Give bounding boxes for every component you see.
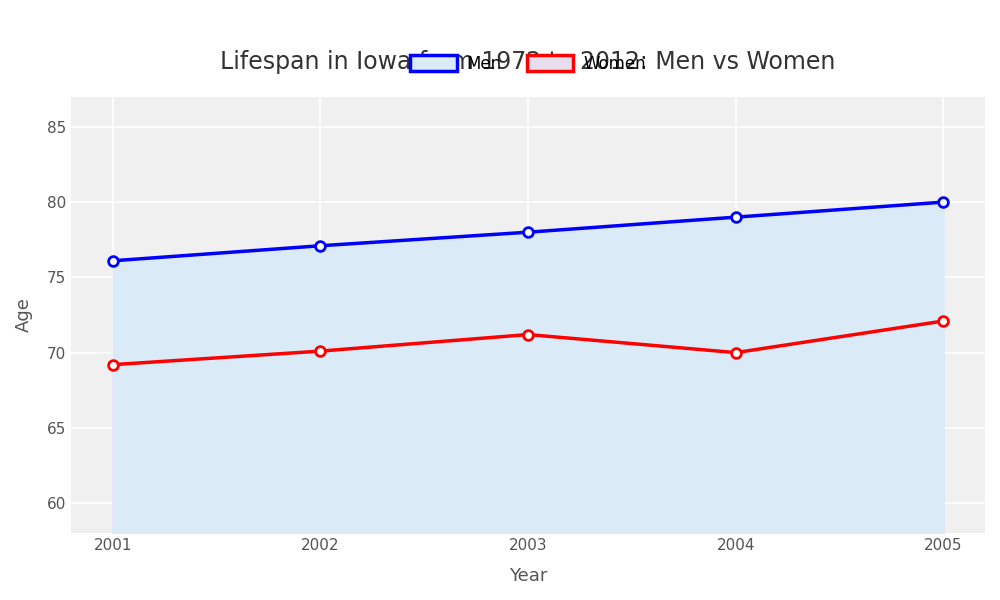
Legend: Men, Women: Men, Women: [403, 49, 653, 80]
X-axis label: Year: Year: [509, 567, 547, 585]
Title: Lifespan in Iowa from 1972 to 2012: Men vs Women: Lifespan in Iowa from 1972 to 2012: Men …: [220, 50, 836, 74]
Y-axis label: Age: Age: [15, 298, 33, 332]
